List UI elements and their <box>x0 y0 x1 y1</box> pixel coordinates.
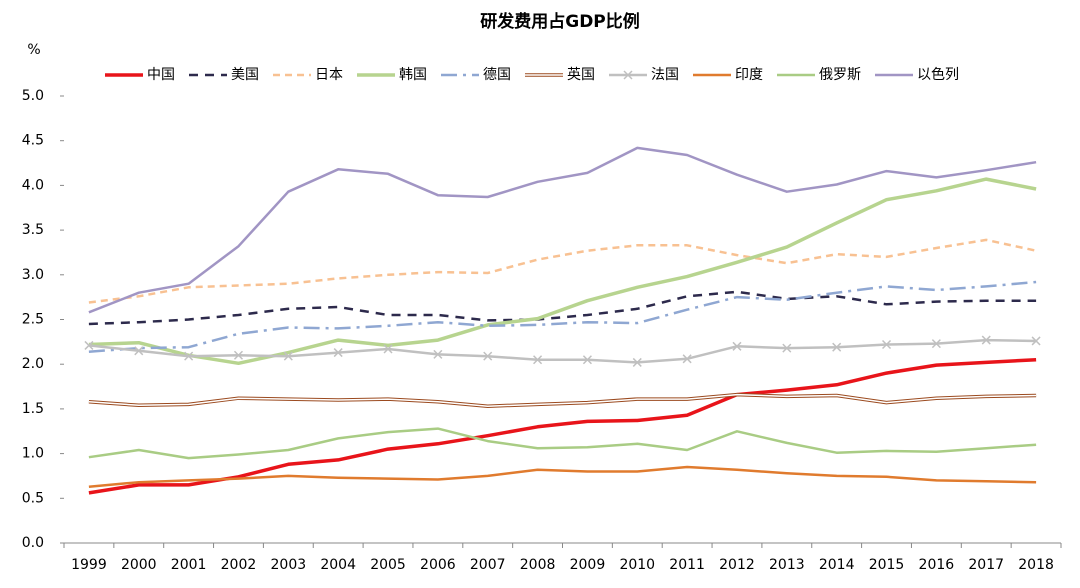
x-tick-label: 2008 <box>520 557 556 573</box>
x-tick-label: 2005 <box>370 557 406 573</box>
x-tick-label: 2014 <box>819 557 855 573</box>
y-tick-label: 0.0 <box>22 535 44 551</box>
x-tick-label: 2007 <box>470 557 506 573</box>
y-tick-label: 4.5 <box>22 133 44 149</box>
x-tick-label: 2006 <box>420 557 456 573</box>
marker <box>732 341 742 351</box>
legend-item: 英国 <box>525 66 595 83</box>
marker <box>283 351 293 361</box>
x-tick-label: 2010 <box>619 557 655 573</box>
chart-title: 研发费用占GDP比例 <box>480 11 640 32</box>
legend-label: 中国 <box>147 67 175 83</box>
legend-label: 以色列 <box>917 66 959 83</box>
y-tick-label: 3.0 <box>22 267 44 283</box>
marker <box>84 340 94 350</box>
marker <box>483 351 493 361</box>
legend-item: 德国 <box>441 67 511 83</box>
x-tick-label: 2000 <box>121 557 157 573</box>
legend-label: 日本 <box>315 67 343 83</box>
legend-label: 德国 <box>483 67 511 83</box>
y-tick-label: 0.5 <box>22 490 44 506</box>
y-tick-label: 1.5 <box>22 401 44 417</box>
marker <box>981 335 991 345</box>
legend-label: 法国 <box>651 67 679 83</box>
y-tick-label: 2.5 <box>22 312 44 328</box>
marker <box>533 355 543 365</box>
series-line <box>88 338 1037 364</box>
legend-item: 俄罗斯 <box>777 67 861 83</box>
x-tick-label: 2016 <box>919 557 955 573</box>
legend-label: 俄罗斯 <box>819 67 861 83</box>
y-unit: % <box>27 42 40 58</box>
marker <box>832 342 842 352</box>
marker <box>383 344 393 354</box>
marker <box>682 354 692 364</box>
marker <box>134 346 144 356</box>
series-line <box>88 465 1037 488</box>
x-tick-label: 2011 <box>669 557 705 573</box>
x-tick-label: 2004 <box>320 557 356 573</box>
marker <box>881 340 892 350</box>
legend-item: 日本 <box>273 67 343 83</box>
marker <box>184 351 194 361</box>
series-line-inner <box>88 393 1037 407</box>
legend-label: 韩国 <box>399 67 427 83</box>
legend-label: 美国 <box>231 67 259 83</box>
series-line <box>88 177 1037 366</box>
x-tick-label: 2001 <box>171 557 207 573</box>
series-line <box>88 357 1037 495</box>
x-tick-label: 2012 <box>719 557 755 573</box>
x-tick-label: 2009 <box>570 557 606 573</box>
y-tick-label: 2.0 <box>22 356 44 372</box>
marker <box>931 339 941 349</box>
legend-item: 以色列 <box>875 66 959 83</box>
y-tick-label: 3.5 <box>22 222 44 238</box>
legend-item: 中国 <box>105 67 175 83</box>
series-line <box>88 238 1037 304</box>
y-tick-label: 5.0 <box>22 88 44 104</box>
marker <box>1031 336 1041 346</box>
y-tick-label: 4.0 <box>22 177 44 193</box>
series-line <box>88 392 1037 408</box>
legend-label: 印度 <box>735 67 763 83</box>
legend-item: 美国 <box>189 67 259 83</box>
x-tick-label: 2002 <box>221 557 257 573</box>
marker <box>782 343 792 353</box>
legend-item: 法国 <box>609 67 679 83</box>
series-line <box>88 280 1037 353</box>
y-tick-label: 1.0 <box>22 446 44 462</box>
legend-marker <box>623 70 633 80</box>
x-tick-label: 1999 <box>71 557 107 573</box>
x-tick-label: 2015 <box>869 557 905 573</box>
x-tick-label: 2017 <box>968 557 1004 573</box>
marker <box>233 350 244 360</box>
x-tick-label: 2013 <box>769 557 805 573</box>
series-line <box>88 146 1037 314</box>
marker <box>433 349 443 359</box>
series-line <box>88 427 1037 460</box>
marker <box>582 355 592 365</box>
marker <box>333 348 343 358</box>
legend-item: 韩国 <box>357 67 427 83</box>
x-tick-label: 2003 <box>271 557 307 573</box>
x-tick-label: 2018 <box>1018 557 1054 573</box>
marker <box>632 357 642 367</box>
legend-item: 印度 <box>693 67 763 83</box>
legend-label: 英国 <box>567 66 595 83</box>
